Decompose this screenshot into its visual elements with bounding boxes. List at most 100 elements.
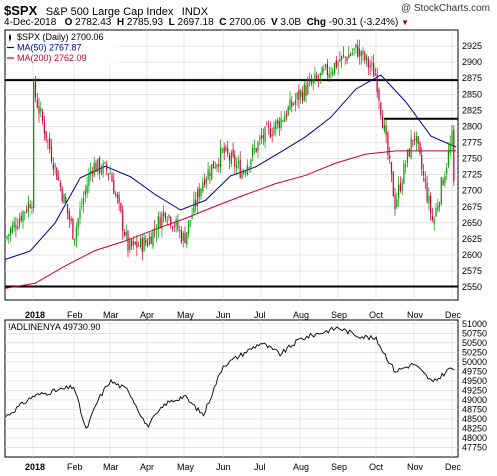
candle-body xyxy=(335,60,337,68)
candle-body xyxy=(182,232,184,241)
breadth-month-label: Feb xyxy=(67,462,83,472)
candle-body xyxy=(111,175,113,182)
breadth-month-label: Nov xyxy=(407,462,424,472)
candle-body xyxy=(163,211,165,217)
breadth-month-label: Mar xyxy=(103,462,119,472)
breadth-month-label: Oct xyxy=(369,462,384,472)
candle-body xyxy=(104,162,106,164)
candle-body xyxy=(239,159,241,178)
candle-body xyxy=(123,231,126,236)
breadth-month-label: Dec xyxy=(445,462,462,472)
candle-body xyxy=(316,75,318,78)
candle-body xyxy=(139,237,142,247)
candle-body xyxy=(390,161,393,174)
c-label: C xyxy=(219,17,227,28)
candle-body xyxy=(257,141,259,151)
candle-body xyxy=(129,239,131,250)
candle-body xyxy=(148,236,150,245)
candle-body xyxy=(90,170,92,175)
candle-body xyxy=(72,218,74,240)
candle-body xyxy=(287,107,289,115)
candle-body xyxy=(440,177,442,205)
candle-body xyxy=(310,81,312,84)
price-tick-label: 2575 xyxy=(462,266,482,276)
candle-body xyxy=(337,62,339,67)
candle-body xyxy=(367,58,369,68)
candle-body xyxy=(373,63,375,77)
breadth-tick-label: 49500 xyxy=(462,376,487,386)
candle-body xyxy=(358,48,360,57)
candle-body xyxy=(43,122,45,134)
legend-candle-icon-body xyxy=(9,35,11,40)
price-tick-label: 2775 xyxy=(462,138,482,148)
price-tick-label: 2650 xyxy=(462,218,482,228)
candle-body xyxy=(349,54,352,56)
candle-body xyxy=(154,228,156,230)
candle-body xyxy=(262,135,264,139)
candle-body xyxy=(312,79,314,84)
l-value: 2697.18 xyxy=(177,17,214,28)
candle-body xyxy=(18,218,21,227)
candle-body xyxy=(430,195,432,214)
candle-body xyxy=(40,108,42,112)
candle-body xyxy=(54,164,56,168)
candle-body xyxy=(97,158,99,172)
down-triangle-icon: ▼ xyxy=(401,18,409,27)
price-tick-label: 2625 xyxy=(462,234,482,244)
candle-body xyxy=(202,182,204,191)
candle-body xyxy=(269,128,271,138)
candle-body xyxy=(366,55,368,60)
candle-body xyxy=(131,239,133,247)
candle-body xyxy=(22,211,24,222)
price-tick-label: 2550 xyxy=(462,282,482,292)
candle-body xyxy=(294,100,296,105)
candle-body xyxy=(271,135,273,136)
price-legend-entry: $SPX (Daily) 2700.06 xyxy=(17,32,104,42)
candle-body xyxy=(268,126,270,128)
candle-body xyxy=(259,137,261,140)
breadth-tick-label: 50000 xyxy=(462,357,487,367)
candle-body xyxy=(389,155,391,159)
price-tick-label: 2925 xyxy=(462,41,482,51)
candle-body xyxy=(451,131,453,146)
breadth-tick-label: 50750 xyxy=(462,328,487,338)
breadth-month-label: 2018 xyxy=(25,462,45,472)
candle-body xyxy=(446,168,448,174)
price-month-label: Feb xyxy=(67,310,83,320)
candle-body xyxy=(266,123,268,125)
candle-body xyxy=(424,178,426,183)
candle-body xyxy=(157,216,159,230)
breadth-tick-label: 47750 xyxy=(462,442,487,452)
candle-body xyxy=(346,57,348,61)
candle-body xyxy=(56,167,58,180)
date: 4-Dec-2018 xyxy=(4,17,57,28)
candle-body xyxy=(196,190,199,207)
candle-body xyxy=(264,126,266,142)
candle-body xyxy=(45,131,47,140)
breadth-tick-label: 51000 xyxy=(462,319,487,329)
price-month-label: Mar xyxy=(103,310,119,320)
candle-body xyxy=(177,221,179,230)
candle-body xyxy=(115,194,117,196)
candle-body xyxy=(364,52,366,61)
candle-body xyxy=(68,211,70,220)
breadth-month-label: Aug xyxy=(293,462,309,472)
candle-body xyxy=(214,167,216,169)
candle-body xyxy=(369,65,371,68)
candle-body xyxy=(223,147,225,154)
candle-body xyxy=(36,99,38,108)
candle-body xyxy=(50,147,53,162)
candle-body xyxy=(15,225,17,229)
v-label: V xyxy=(270,17,278,28)
price-tick-label: 2675 xyxy=(462,202,482,212)
breadth-month-label: Apr xyxy=(140,462,154,472)
candle-body xyxy=(47,139,49,141)
candle-body xyxy=(166,220,168,222)
adline-series-line xyxy=(5,326,455,429)
candle-body xyxy=(383,124,385,132)
price-month-label: May xyxy=(177,310,195,320)
candle-body xyxy=(309,79,311,83)
candle-body xyxy=(278,121,280,128)
candle-body xyxy=(301,91,304,101)
price-tick-label: 2900 xyxy=(462,57,482,67)
